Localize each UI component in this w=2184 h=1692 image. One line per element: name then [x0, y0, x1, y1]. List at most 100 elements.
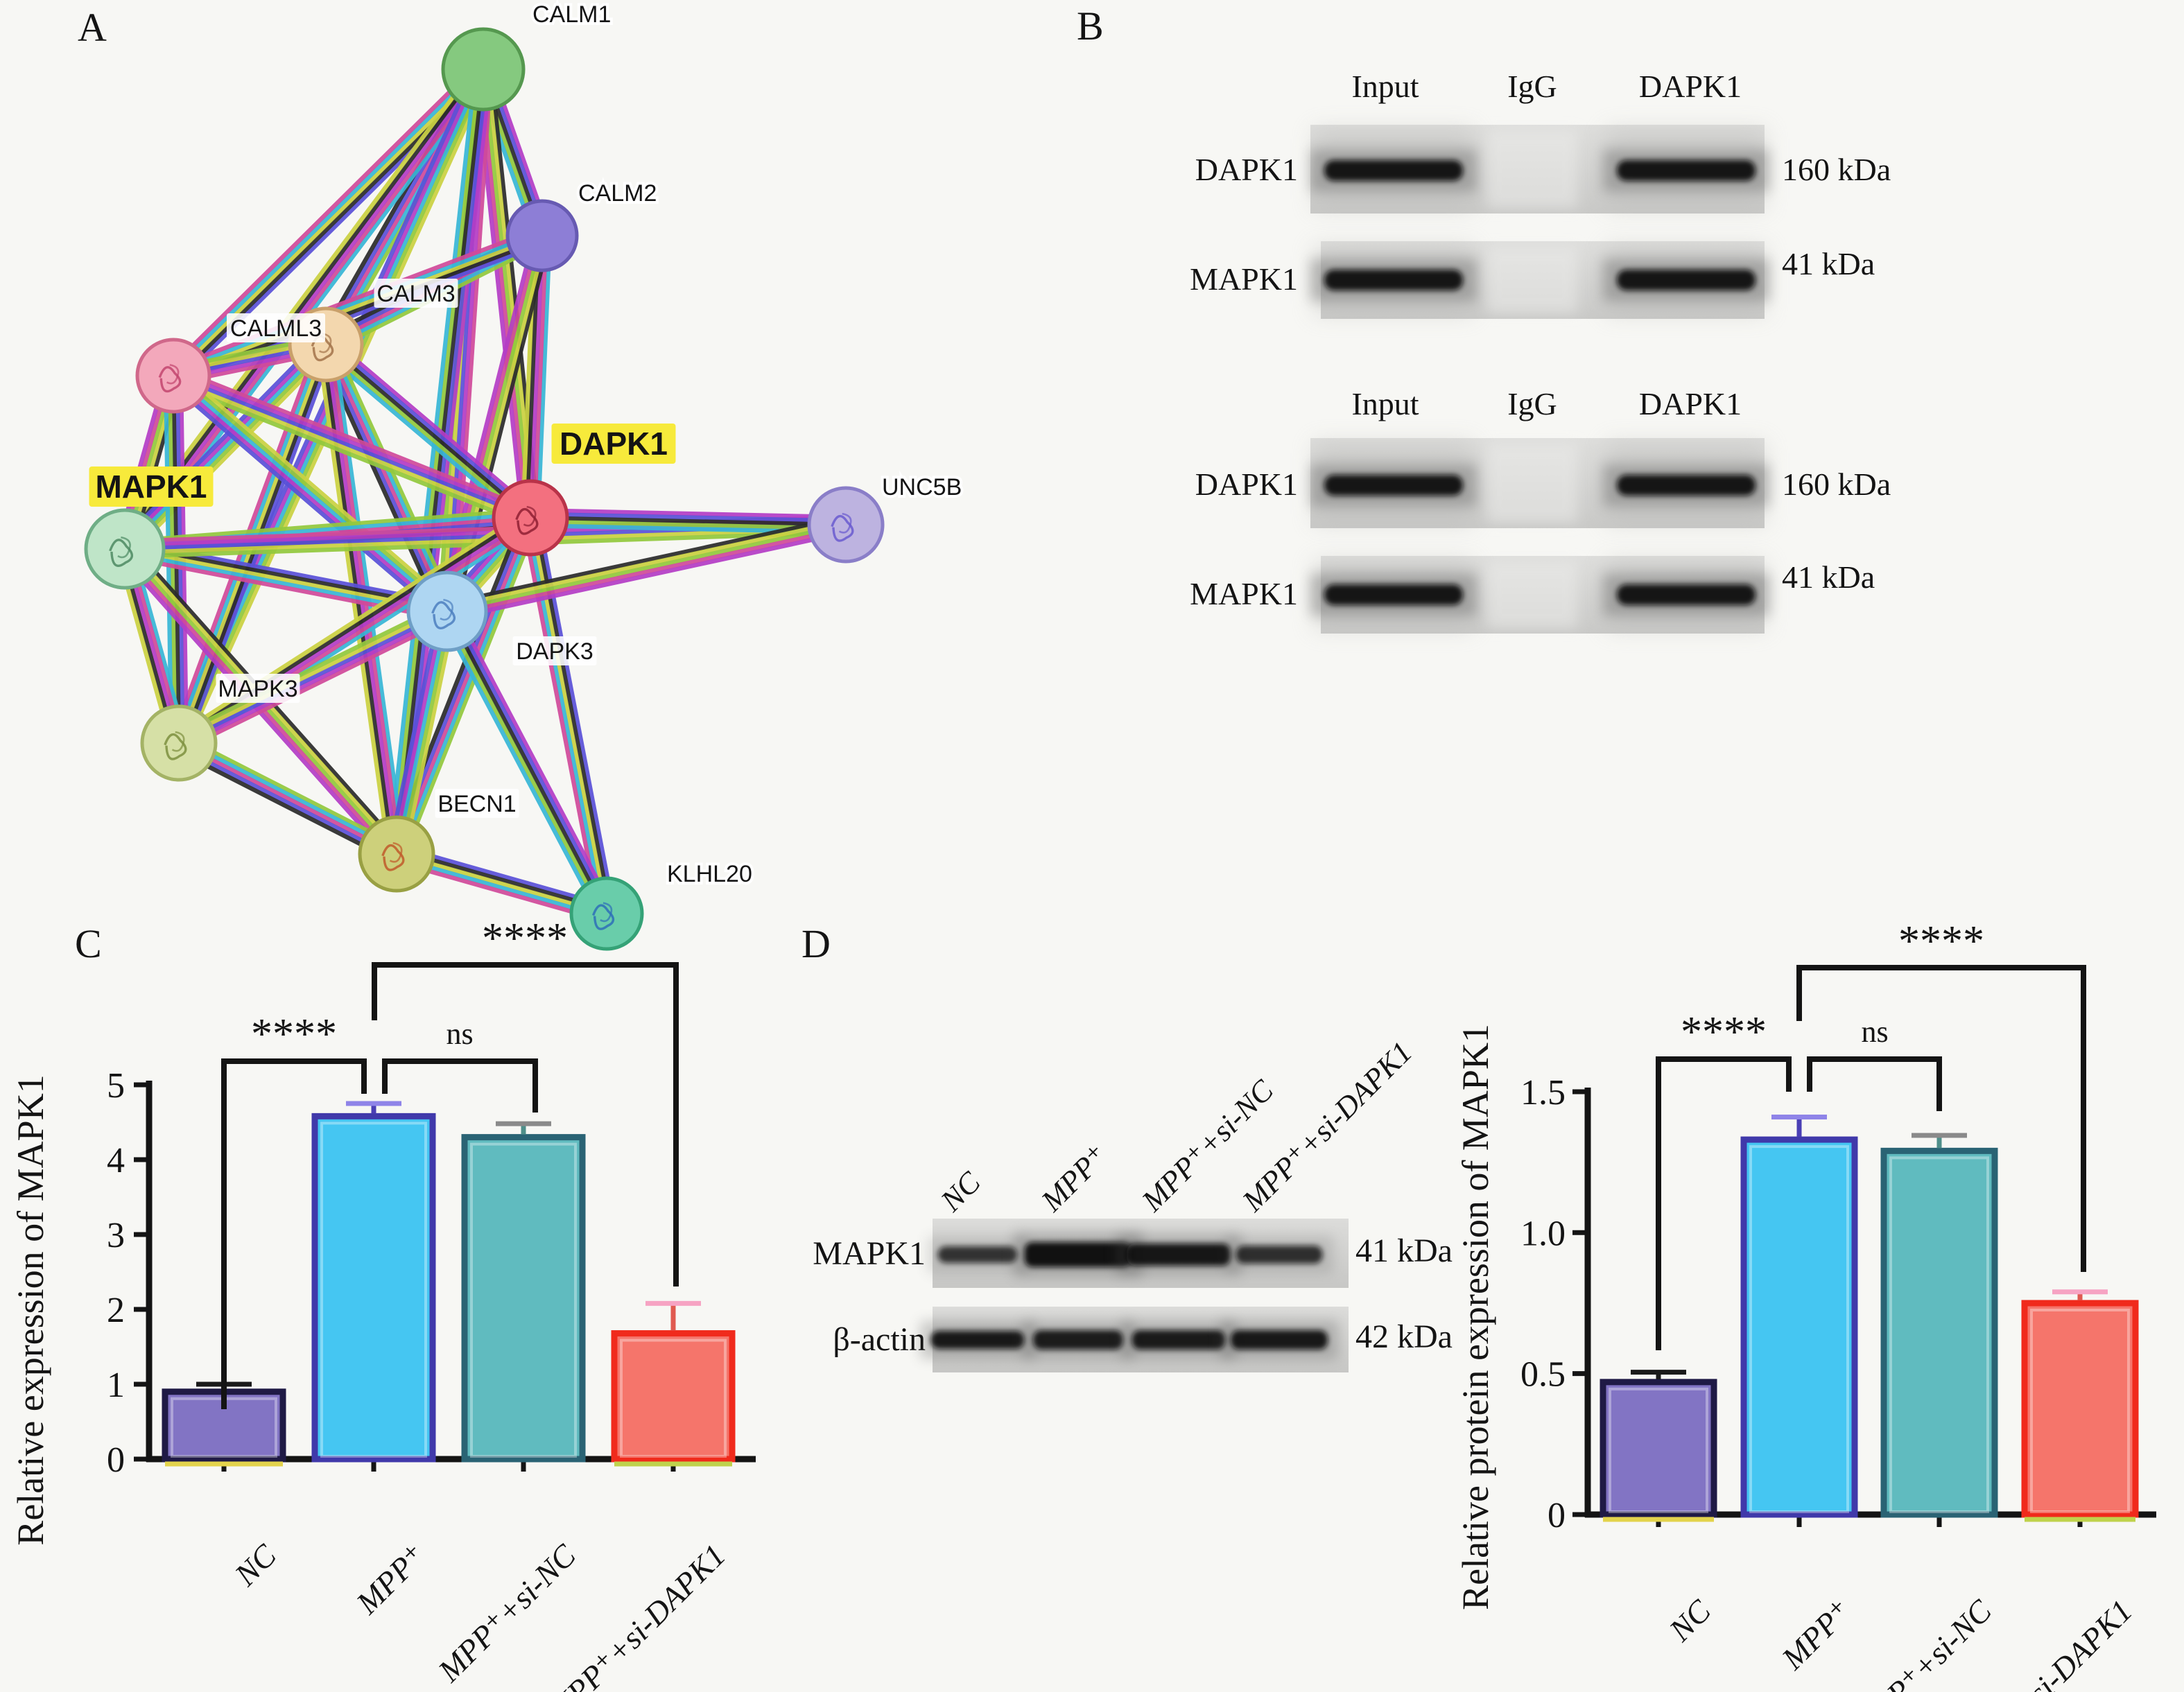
network-nodes [84, 27, 885, 951]
network-node-KLHL20 [569, 876, 644, 951]
protein-structure-glyph [592, 904, 615, 930]
lane-header: Input [1351, 69, 1419, 104]
node-label: MAPK3 [218, 676, 297, 702]
network-node-BECN1 [358, 815, 435, 893]
protein-band [1324, 584, 1463, 605]
protein-band [930, 1331, 1025, 1349]
blot-row-label: DAPK1 [1195, 466, 1298, 502]
coip-blot-0-0: DAPK1 160 kDa [1195, 125, 1891, 213]
protein-structure-glyph [158, 366, 182, 393]
panel-b-label: B [1077, 3, 1104, 49]
significance-bracket: ns [1807, 1015, 1942, 1111]
molecular-weight-label: 160 kDa [1782, 466, 1891, 502]
protein-band [1617, 160, 1756, 181]
highlight-label-DAPK1: DAPK1 [551, 424, 676, 464]
protein-structure-glyph [381, 844, 405, 871]
bar-MPP⁺+si-NC [461, 1121, 586, 1463]
molecular-weight-label: 41 kDa [1782, 559, 1875, 595]
significance-label: ns [446, 1017, 473, 1051]
molecular-weight-label: 42 kDa [1355, 1318, 1453, 1355]
y-tick-label: 5 [107, 1066, 125, 1106]
bar-MPP⁺+si-DAPK1 [611, 1300, 736, 1467]
significance-label: **** [482, 915, 568, 962]
bar-NC [1600, 1370, 1717, 1522]
y-tick-label: 0.5 [1520, 1355, 1566, 1395]
chart-c-panel: 0 1 2 3 4 5 Relative expression of MAPK1 NC MPP⁺… [10, 915, 756, 1692]
coip-column-headers: Input IgG DAPK1 [1351, 69, 1742, 104]
y-tick-label: 0 [107, 1440, 125, 1480]
protein-structure-glyph [831, 515, 854, 542]
x-category-label: NC [227, 1537, 284, 1593]
blot-row-label: β-actin [833, 1321, 926, 1358]
protein-band [1024, 1242, 1132, 1267]
lane-header: IgG [1507, 386, 1557, 421]
network-node-CALML3 [135, 338, 211, 414]
y-tick-label: 1.0 [1520, 1214, 1566, 1253]
coip-blot-panel: Input IgG DAPK1 DAPK1 160 kDa MAPK1 41 kDa Inpu… [1190, 69, 1891, 634]
network-labels: CALM1 CALM2 CALM3 CALML3 MAPK1 DAPK1 UNC5B DAPK… [89, 0, 964, 890]
node-label: KLHL20 [667, 861, 752, 887]
x-category-label: MPP⁺+si-NC [1846, 1592, 1999, 1692]
coip-blot-1-1: MAPK1 41 kDa [1190, 556, 1875, 634]
network-node-CALM2 [505, 199, 579, 272]
y-axis-title: Relative protein expression of MAPK1 [1455, 1024, 1496, 1610]
empty-igg-lane [1487, 561, 1577, 628]
protein-band [1324, 160, 1463, 181]
ppi-network-panel: CALM1 CALM2 CALM3 CALML3 MAPK1 DAPK1 UNC5B DAPK… [84, 0, 964, 951]
node-label: DAPK3 [516, 638, 593, 665]
coip-blot-1-0: DAPK1 160 kDa [1195, 438, 1891, 528]
lane-header: Input [1351, 386, 1419, 421]
protein-band [1617, 584, 1756, 605]
y-axis-title: Relative expression of MAPK1 [10, 1074, 51, 1545]
node-label: UNC5B [882, 474, 962, 500]
network-node-CALM1 [441, 27, 526, 112]
significance-brackets: **** ns **** [1656, 918, 2086, 1350]
y-tick-label: 2 [107, 1291, 125, 1330]
network-node-DAPK3 [406, 570, 488, 652]
protein-structure-glyph [515, 508, 539, 535]
network-node-MAPK3 [140, 704, 218, 782]
x-category-label: NC [1662, 1592, 1718, 1648]
significance-bracket: ns [382, 1017, 538, 1113]
y-tick-label: 4 [107, 1141, 125, 1180]
protein-structure-glyph [164, 733, 187, 760]
empty-igg-lane [1487, 130, 1577, 208]
node-label: BECN1 [437, 791, 516, 817]
bar-MPP⁺+si-DAPK1 [2021, 1289, 2139, 1522]
bar-MPP⁺ [1740, 1115, 1858, 1518]
axes: 0 0.5 1.0 1.5 Relative protein expression of… [1455, 1024, 2156, 1610]
panel-c-label: C [75, 921, 102, 966]
y-tick-label: 3 [107, 1216, 125, 1255]
node-label-DAPK3: DAPK3 [512, 636, 597, 665]
significance-label: **** [251, 1011, 337, 1058]
significance-label: **** [1681, 1009, 1767, 1056]
network-node-MAPK1 [84, 508, 166, 590]
protein-band [1127, 1244, 1231, 1266]
protein-structure-glyph [109, 539, 134, 567]
node-label: CALM2 [578, 180, 657, 207]
protein-band [1132, 1330, 1226, 1350]
x-category-label: MPP⁺ [1774, 1593, 1858, 1677]
protein-structure-glyph [431, 601, 456, 629]
blot-row-label: MAPK1 [813, 1235, 926, 1272]
lane-header: IgG [1507, 69, 1557, 104]
node-label-BECN1: BECN1 [435, 789, 519, 818]
panel-a-label: A [78, 5, 107, 50]
significance-label: **** [1898, 918, 1984, 965]
node-label: CALML3 [230, 315, 322, 342]
blot-row-label: MAPK1 [1190, 576, 1298, 611]
protein-band [1324, 475, 1463, 496]
panel-d-label: D [801, 921, 831, 966]
significance-bracket: **** [221, 1011, 367, 1409]
x-category-label: MPP⁺ [349, 1537, 433, 1621]
protein-band [1617, 270, 1756, 290]
protein-band [1033, 1330, 1123, 1350]
blot-row-label: MAPK1 [1190, 261, 1298, 297]
x-category-label: MPP⁺+si-NC [431, 1537, 583, 1689]
protein-band [1324, 270, 1463, 290]
